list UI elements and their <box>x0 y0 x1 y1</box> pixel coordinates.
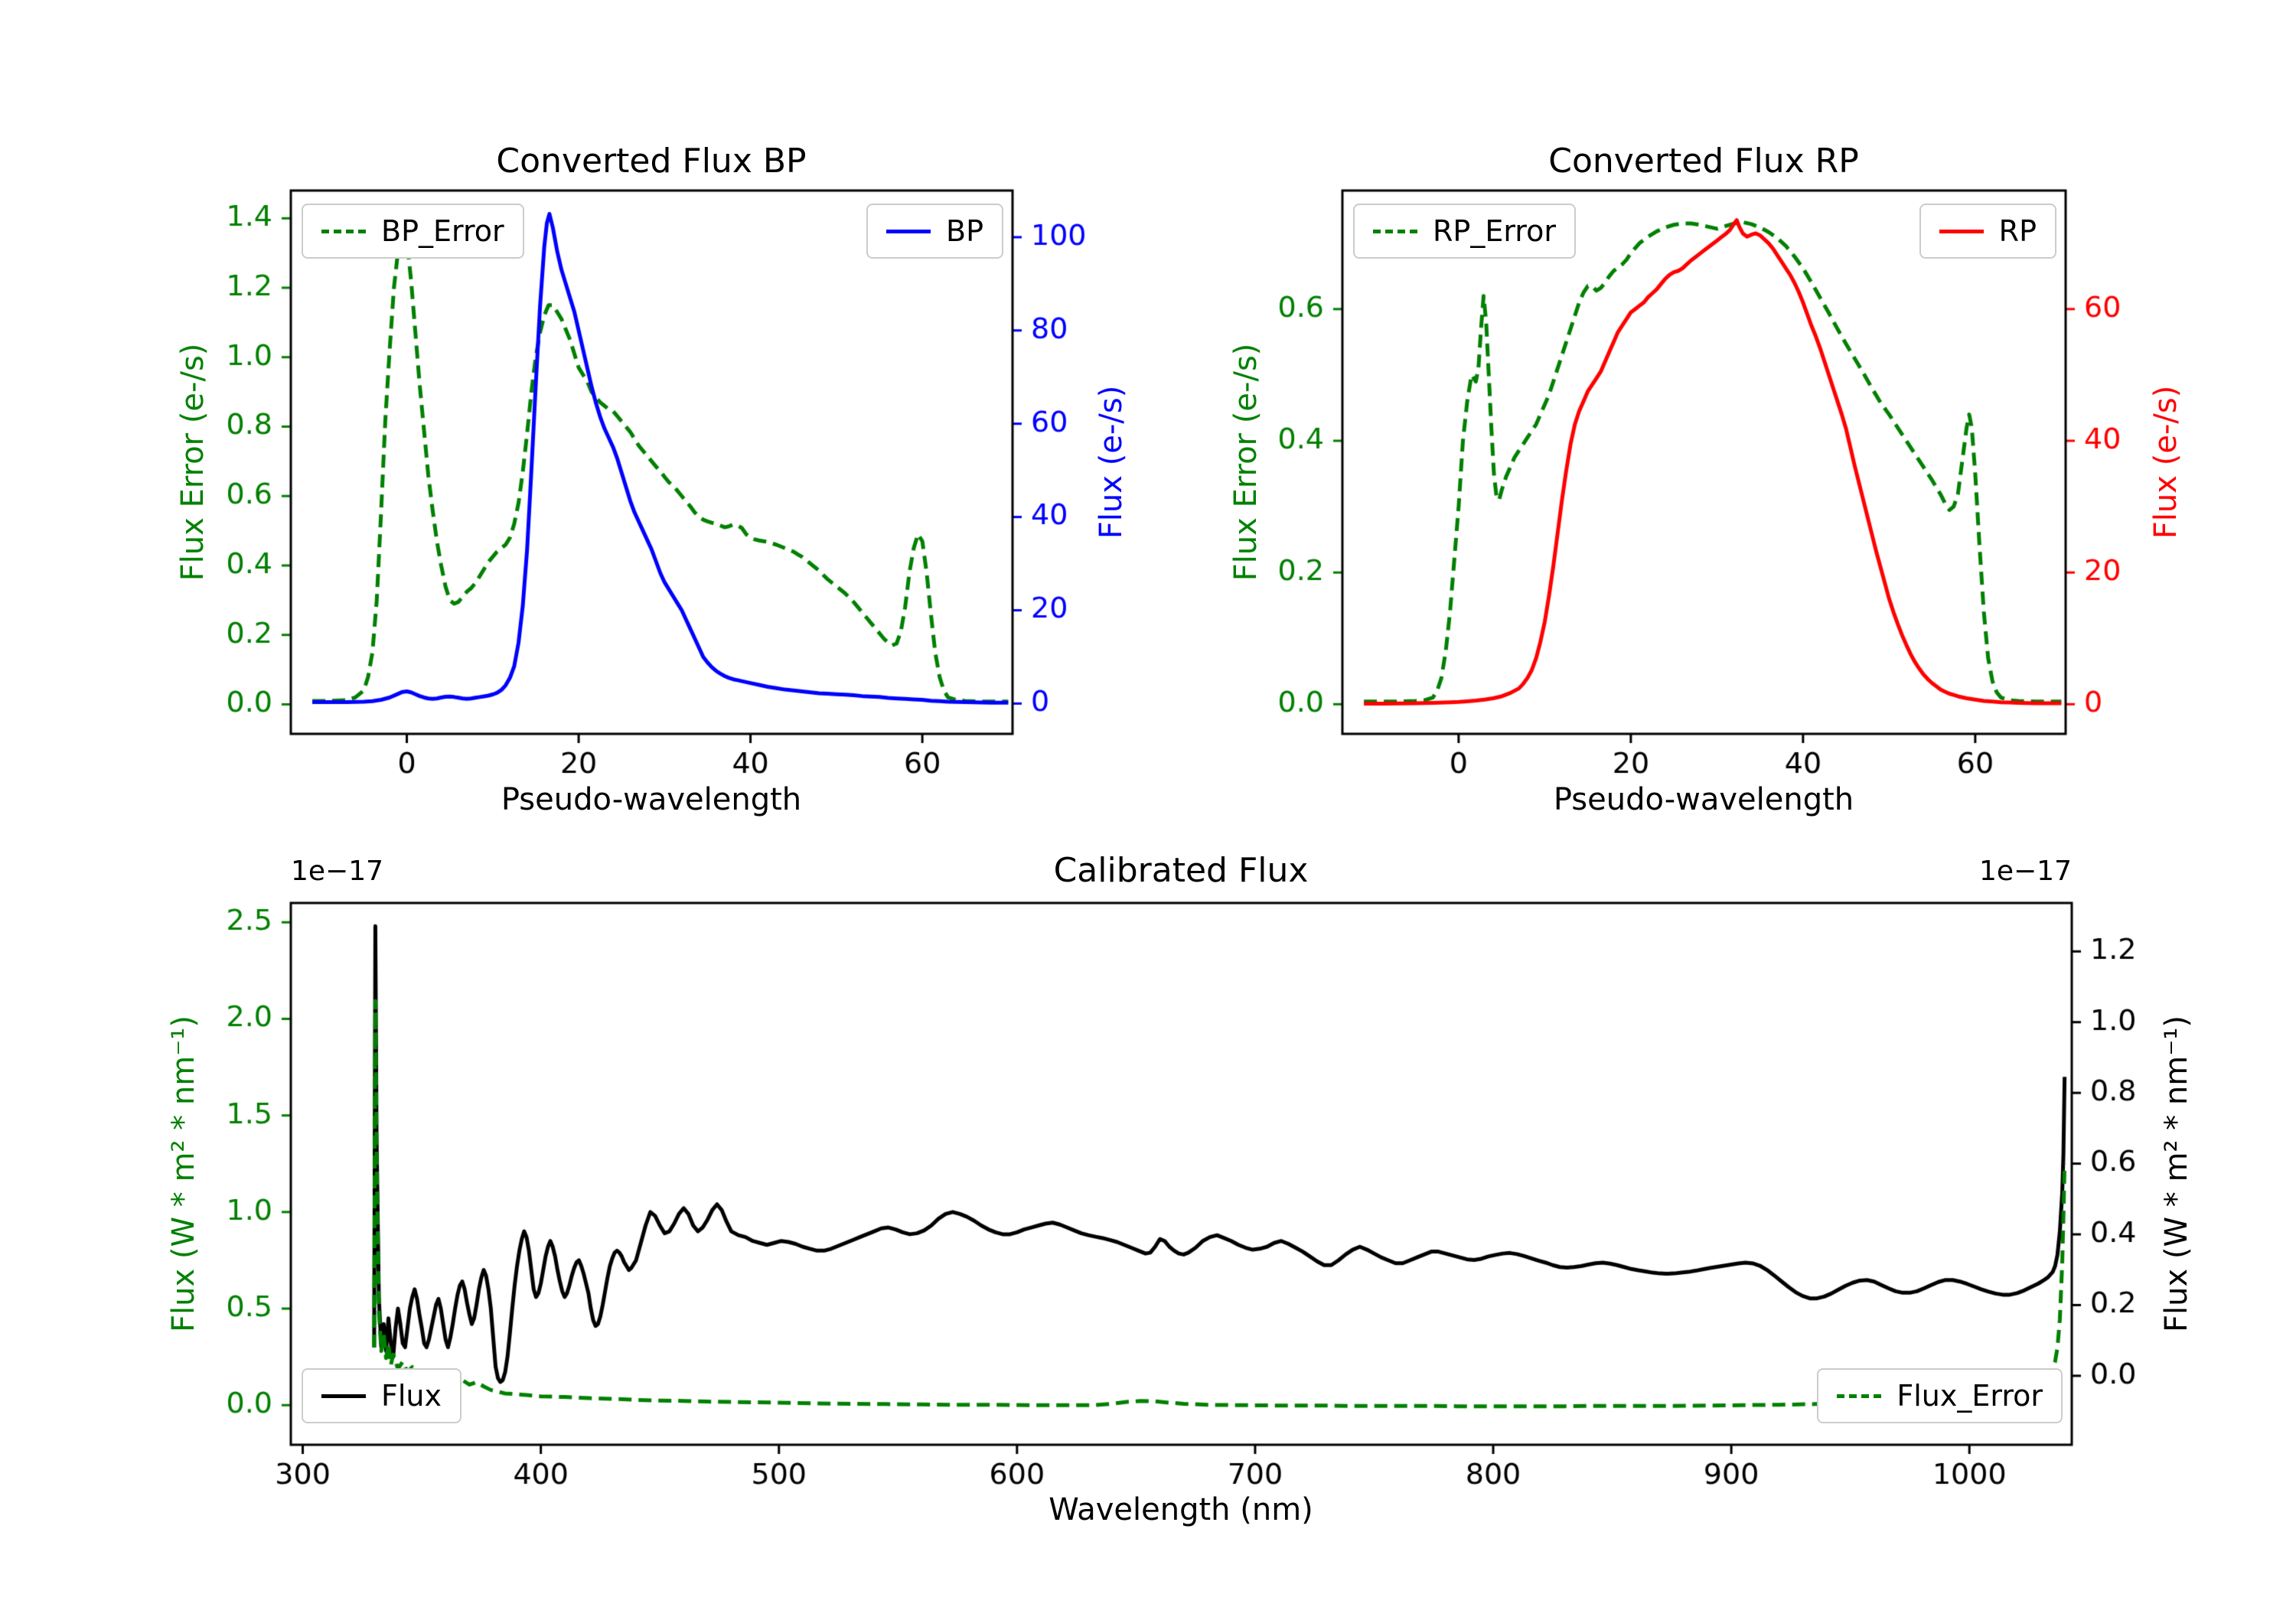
legend-label: BP_Error <box>381 214 504 248</box>
rp-legend: RP <box>1919 204 2056 259</box>
rp-x-axis-label: Pseudo-wavelength <box>1553 782 1854 817</box>
legend-label: Flux_Error <box>1896 1379 2043 1413</box>
rp-error-legend: RP_Error <box>1353 204 1576 259</box>
flux-legend: Flux <box>302 1368 461 1423</box>
bp-legend: BP <box>866 204 1003 259</box>
legend-label: Flux <box>381 1379 442 1413</box>
solid-line-sample <box>886 229 931 233</box>
rp-chart-title: Converted Flux RP <box>1548 142 1859 181</box>
legend-label: BP <box>946 214 983 248</box>
legend-label: RP <box>1998 214 2037 248</box>
flux-error-legend: Flux_Error <box>1817 1368 2063 1423</box>
bp-chart-title: Converted Flux BP <box>496 142 807 181</box>
dashed-line-sample <box>321 229 366 233</box>
solid-line-sample <box>1939 229 1984 233</box>
dashed-line-sample <box>1373 229 1417 233</box>
left-axis-offset-text: 1e−17 <box>291 856 384 887</box>
rp-left-y-axis-label: Flux Error (e-/s) <box>1228 343 1264 582</box>
dashed-line-sample <box>1837 1393 1882 1398</box>
bp-right-y-axis-label: Flux (e-/s) <box>1094 385 1129 539</box>
calibrated-right-y-axis-label: Flux (W * m² * nm⁻¹) <box>2159 1015 2194 1332</box>
calibrated-left-y-axis-label: Flux (W * m² * nm⁻¹) <box>166 1015 201 1332</box>
bp-x-axis-label: Pseudo-wavelength <box>501 782 802 817</box>
solid-line-sample <box>321 1393 366 1398</box>
rp-right-y-axis-label: Flux (e-/s) <box>2148 385 2183 539</box>
calibrated-chart-title: Calibrated Flux <box>1053 851 1309 890</box>
bp-error-legend: BP_Error <box>302 204 524 259</box>
bp-left-y-axis-label: Flux Error (e-/s) <box>175 343 210 582</box>
right-axis-offset-text: 1e−17 <box>1978 856 2072 887</box>
calibrated-x-axis-label: Wavelength (nm) <box>1049 1492 1313 1527</box>
legend-label: RP_Error <box>1433 214 1556 248</box>
